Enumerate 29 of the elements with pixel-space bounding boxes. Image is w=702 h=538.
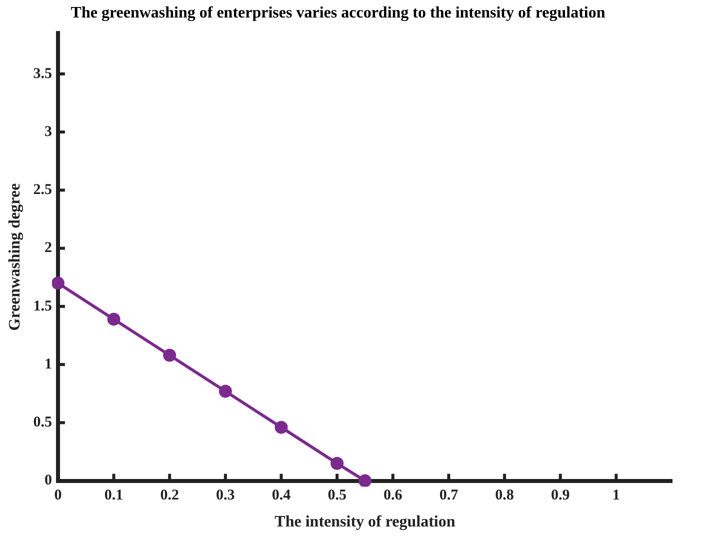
point <box>52 276 64 290</box>
y-tick-label: 2.5 <box>33 182 52 198</box>
y-tick-label: 2 <box>44 240 52 256</box>
x-tick-label: 0.1 <box>104 488 124 504</box>
y-tick-label: 1.5 <box>33 298 52 314</box>
x-tick-label: 1 <box>612 488 620 504</box>
y-tick-label: 1 <box>44 356 52 372</box>
y-tick-label: 0.5 <box>33 414 52 431</box>
chart-title: The greenwashing of enterprises varies according to the intensity of regulation <box>70 4 606 22</box>
x-tick-label: 0.2 <box>160 488 179 504</box>
point <box>218 384 232 398</box>
point <box>274 420 288 434</box>
x-axis-title: The intensity of regulation <box>274 514 456 531</box>
y-axis-title: Greenwashing degree <box>6 183 24 331</box>
point <box>330 456 344 470</box>
x-tick-label: 0.3 <box>216 488 235 504</box>
x-tick-label: 0 <box>54 488 62 504</box>
x-tick-label: 0.6 <box>384 488 403 504</box>
point <box>107 312 120 326</box>
x-tick-label: 0.7 <box>439 488 459 504</box>
y-tick-label: 0 <box>44 472 52 489</box>
x-tick-label: 0.9 <box>550 488 570 504</box>
y-tick-label: 3 <box>44 124 52 140</box>
point <box>163 348 176 362</box>
x-tick-label: 0.4 <box>272 488 292 504</box>
y-tick-label: 3.5 <box>33 66 52 82</box>
x-tick-label: 0.5 <box>328 488 346 504</box>
point <box>358 474 372 487</box>
x-tick-label: 0.8 <box>495 488 514 504</box>
